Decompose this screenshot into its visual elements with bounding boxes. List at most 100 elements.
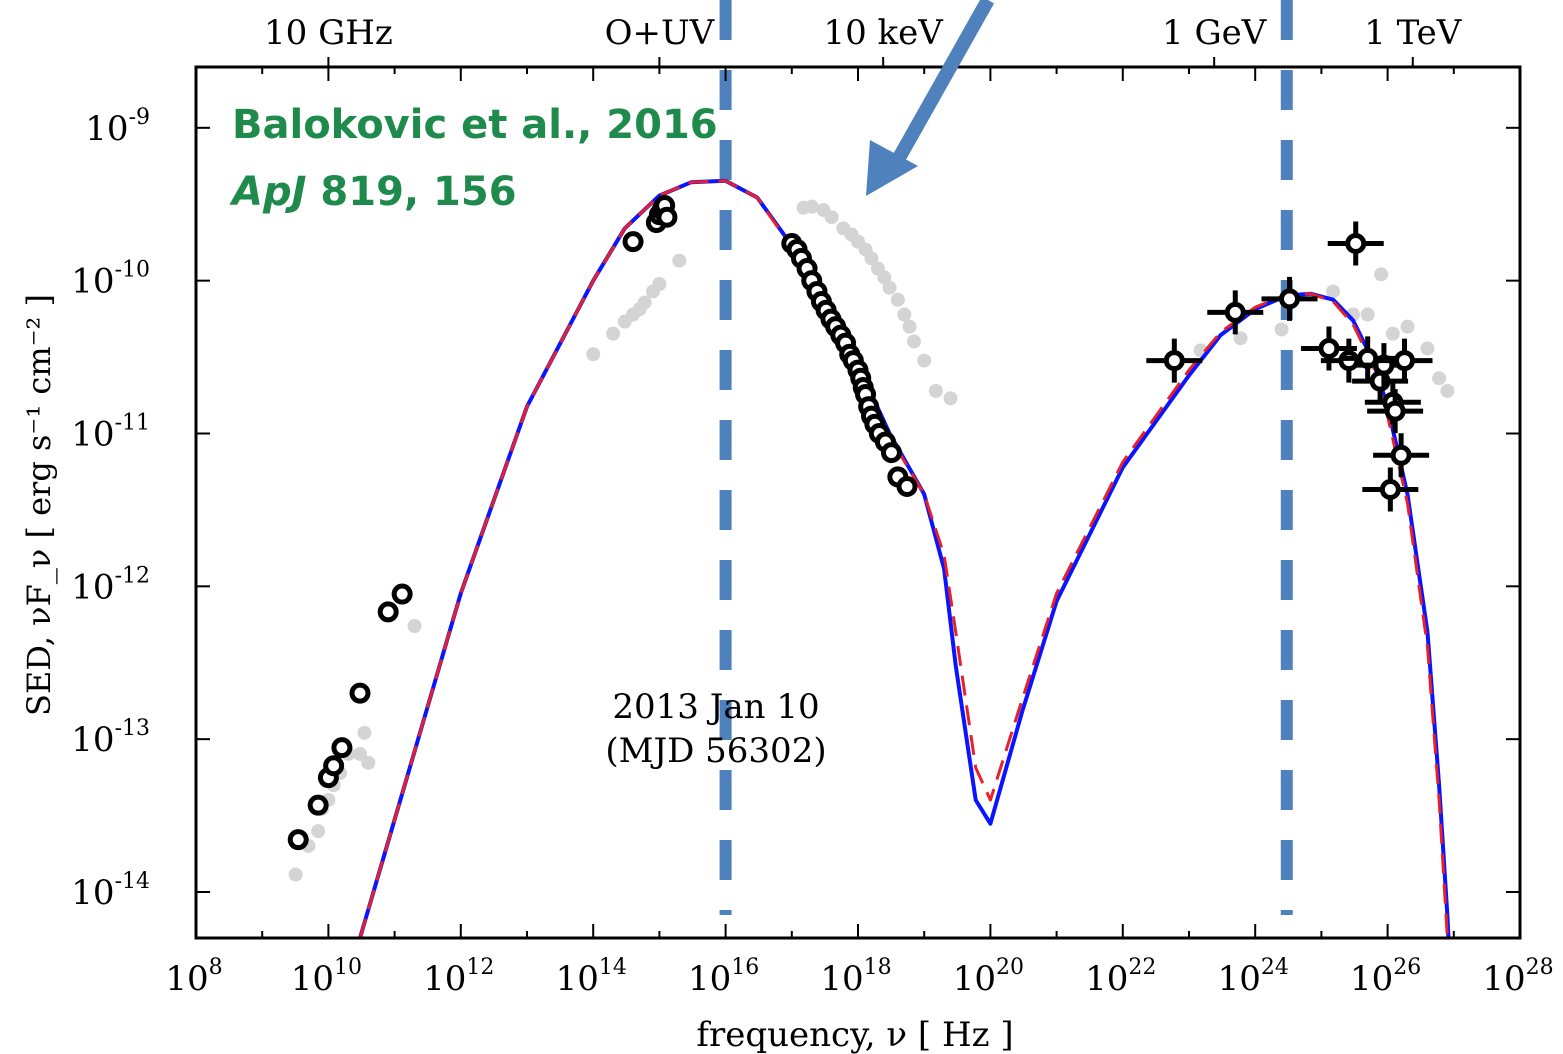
y-tick-exponent: -11 bbox=[115, 410, 150, 435]
grey-point-35 bbox=[902, 319, 917, 334]
x-tick-label-10: 1028 bbox=[1482, 955, 1553, 999]
grey-point-45 bbox=[1360, 307, 1375, 322]
y-tick-mantissa: 10 bbox=[71, 567, 114, 607]
data-point-39 bbox=[896, 475, 918, 497]
grey-point-49 bbox=[1420, 341, 1435, 356]
gamma-point-2 bbox=[1279, 288, 1301, 310]
gamma-point-11 bbox=[1384, 400, 1406, 422]
gamma-point-9 bbox=[1379, 479, 1401, 501]
x-tick-mantissa: 10 bbox=[165, 959, 208, 999]
x-tick-exponent: 26 bbox=[1393, 955, 1421, 980]
grey-point-22 bbox=[804, 199, 819, 214]
data-point-37 bbox=[880, 442, 902, 464]
x-tick-exponent: 24 bbox=[1261, 955, 1289, 980]
data-point-8 bbox=[622, 231, 644, 253]
data-point-1 bbox=[307, 794, 329, 816]
grey-point-50 bbox=[1432, 371, 1447, 386]
x-tick-label-6: 1020 bbox=[953, 955, 1024, 999]
x-tick-label-9: 1026 bbox=[1350, 955, 1421, 999]
top-label-4: 1 TeV bbox=[1364, 13, 1463, 53]
grey-point-13 bbox=[606, 326, 621, 341]
data-point-5 bbox=[349, 682, 371, 704]
x-tick-exponent: 18 bbox=[864, 955, 892, 980]
x-tick-mantissa: 10 bbox=[820, 959, 863, 999]
grey-point-48 bbox=[1400, 319, 1415, 334]
x-tick-exponent: 12 bbox=[466, 955, 494, 980]
data-point-0 bbox=[287, 829, 309, 851]
y-tick-label-5: 10-14 bbox=[71, 869, 150, 913]
black-data-points bbox=[287, 195, 1433, 851]
vertical-marker-lines bbox=[719, 0, 1293, 915]
x-tick-mantissa: 10 bbox=[1218, 959, 1261, 999]
grey-point-29 bbox=[864, 251, 879, 266]
x-tick-mantissa: 10 bbox=[556, 959, 599, 999]
x-tick-exponent: 16 bbox=[731, 955, 759, 980]
top-label-3: 1 GeV bbox=[1162, 13, 1268, 53]
x-tick-label-7: 1022 bbox=[1085, 955, 1156, 999]
top-label-1: O+UV bbox=[605, 13, 716, 53]
gamma-point-12 bbox=[1390, 444, 1412, 466]
grey-point-38 bbox=[928, 383, 943, 398]
x-tick-label-5: 1018 bbox=[820, 955, 891, 999]
y-tick-exponent: -10 bbox=[115, 258, 150, 283]
y-tick-mantissa: 10 bbox=[71, 414, 114, 454]
y-tick-mantissa: 10 bbox=[71, 720, 114, 760]
x-tick-mantissa: 10 bbox=[688, 959, 731, 999]
x-tick-label-4: 1016 bbox=[688, 955, 759, 999]
grey-point-11 bbox=[407, 619, 422, 634]
grey-point-0 bbox=[288, 867, 303, 882]
grey-point-36 bbox=[906, 334, 921, 349]
x-tick-mantissa: 10 bbox=[1350, 959, 1393, 999]
grey-point-41 bbox=[1233, 331, 1248, 346]
y-tick-exponent: -9 bbox=[129, 105, 150, 130]
top-label-2: 10 keV bbox=[823, 13, 944, 53]
citation-line-1: Balokovic et al., 2016 bbox=[232, 102, 718, 148]
data-point-3 bbox=[323, 755, 345, 777]
grey-point-17 bbox=[637, 295, 652, 310]
grey-point-12 bbox=[586, 347, 601, 362]
x-tick-label-0: 108 bbox=[165, 955, 222, 999]
x-tick-exponent: 10 bbox=[334, 955, 362, 980]
grey-point-33 bbox=[890, 292, 905, 307]
citation-journal: ApJ bbox=[229, 169, 307, 215]
x-tick-mantissa: 10 bbox=[423, 959, 466, 999]
x-tick-label-3: 1014 bbox=[556, 955, 627, 999]
grey-point-47 bbox=[1385, 326, 1400, 341]
model-dashed-line bbox=[358, 179, 1449, 938]
grey-point-10 bbox=[361, 755, 376, 770]
grey-point-8 bbox=[352, 746, 367, 761]
gamma-point-3 bbox=[1318, 337, 1340, 359]
x-tick-exponent: 28 bbox=[1526, 955, 1554, 980]
x-tick-label-2: 1012 bbox=[423, 955, 494, 999]
y-tick-exponent: -13 bbox=[115, 716, 150, 741]
epoch-mjd: (MJD 56302) bbox=[605, 731, 826, 771]
grey-point-39 bbox=[943, 391, 958, 406]
top-energy-labels: 10 GHz O+UV 10 keV 1 GeV 1 TeV bbox=[264, 13, 1463, 67]
y-tick-label-0: 10-9 bbox=[85, 105, 150, 149]
grey-point-34 bbox=[897, 307, 912, 322]
grey-point-51 bbox=[1440, 383, 1455, 398]
x-tick-exponent: 8 bbox=[209, 955, 223, 980]
y-tick-mantissa: 10 bbox=[85, 109, 128, 149]
y-tick-exponent: -12 bbox=[115, 563, 150, 588]
gamma-point-1 bbox=[1224, 301, 1246, 323]
x-tick-exponent: 14 bbox=[599, 955, 627, 980]
x-tick-mantissa: 10 bbox=[291, 959, 334, 999]
y-tick-label-1: 10-10 bbox=[71, 258, 150, 302]
citation-space bbox=[306, 169, 320, 215]
x-tick-label-8: 1024 bbox=[1218, 955, 1289, 999]
grey-point-9 bbox=[357, 725, 372, 740]
y-tick-mantissa: 10 bbox=[71, 262, 114, 302]
x-axis-title: frequency, ν [ Hz ] bbox=[696, 1015, 1013, 1054]
gamma-point-0 bbox=[1163, 350, 1185, 372]
grey-point-20 bbox=[672, 253, 687, 268]
x-tick-exponent: 20 bbox=[996, 955, 1024, 980]
top-label-0: 10 GHz bbox=[264, 13, 393, 53]
grey-point-24 bbox=[824, 210, 839, 225]
x-tick-mantissa: 10 bbox=[1085, 959, 1128, 999]
axes-ticks: 108 1010 1012 1014 1016 1018 1020 1022 1024 1026 1… bbox=[71, 67, 1554, 999]
grey-point-32 bbox=[882, 280, 897, 295]
y-tick-label-4: 10-13 bbox=[71, 716, 150, 760]
x-tick-mantissa: 10 bbox=[1482, 959, 1525, 999]
